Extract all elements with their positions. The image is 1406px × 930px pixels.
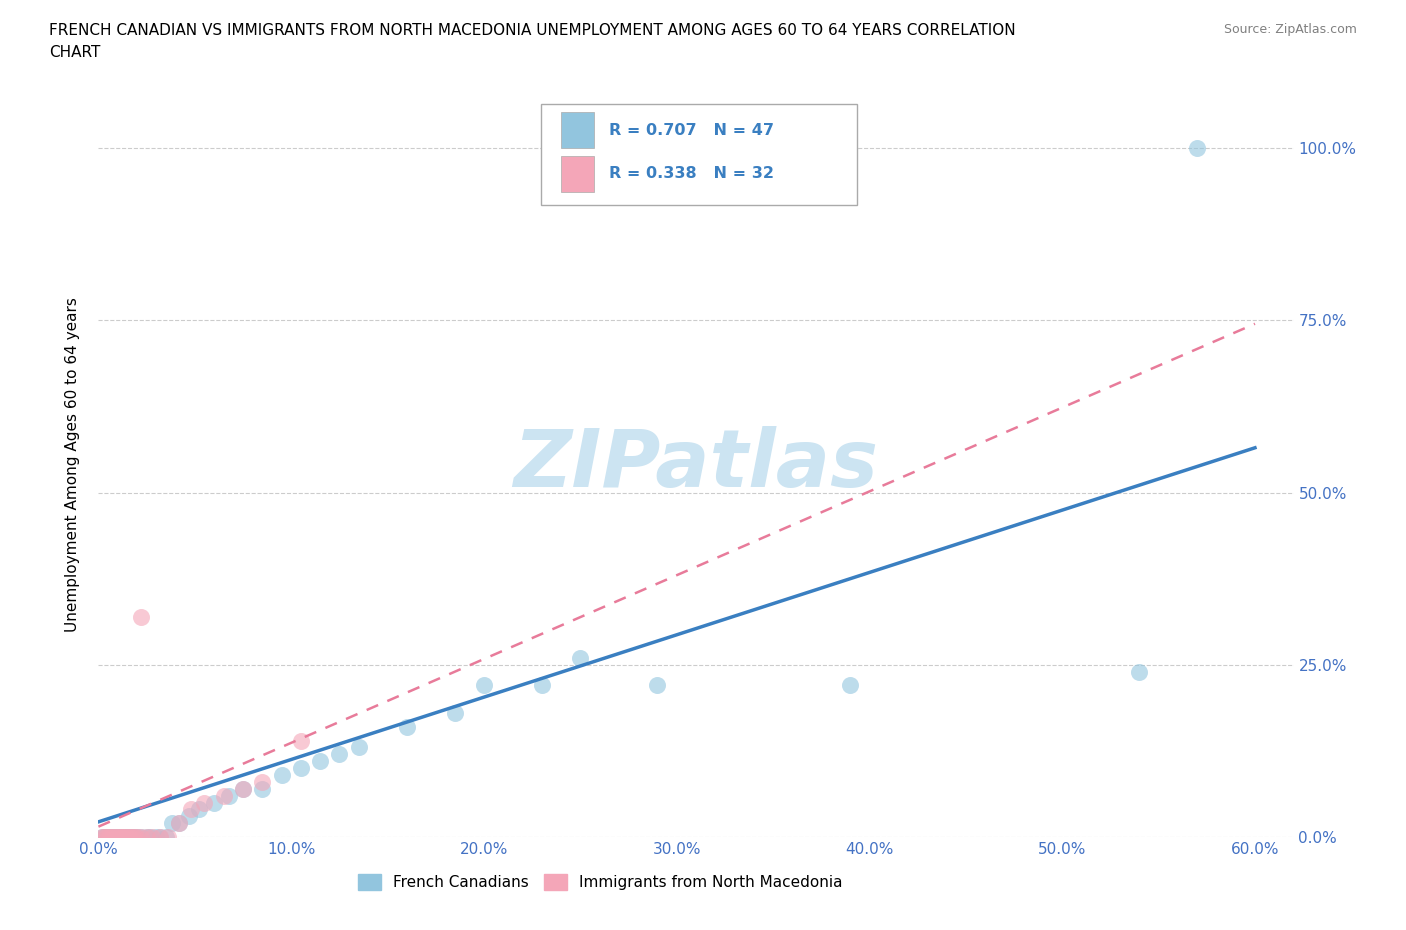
Text: R = 0.707   N = 47: R = 0.707 N = 47 — [609, 123, 773, 138]
Text: ZIPatlas: ZIPatlas — [513, 426, 879, 504]
Point — [125, 830, 148, 844]
Point — [125, 830, 148, 844]
Point — [156, 830, 179, 844]
Point — [177, 809, 200, 824]
Point — [290, 733, 312, 748]
Point — [139, 830, 162, 844]
Point — [118, 830, 141, 844]
Point — [124, 830, 146, 844]
Point — [155, 830, 177, 844]
Point — [202, 795, 225, 810]
Text: R = 0.338   N = 32: R = 0.338 N = 32 — [609, 166, 773, 181]
Bar — [561, 156, 595, 192]
Point — [107, 830, 129, 844]
Text: CHART: CHART — [49, 45, 101, 60]
Point — [101, 830, 124, 844]
Point — [104, 830, 127, 844]
Point — [93, 830, 115, 844]
Legend: French Canadians, Immigrants from North Macedonia: French Canadians, Immigrants from North … — [352, 868, 849, 897]
Point — [103, 830, 125, 844]
Point — [122, 830, 145, 844]
Point — [101, 830, 124, 844]
Point — [1185, 140, 1208, 155]
Point — [212, 789, 235, 804]
Point — [103, 830, 125, 844]
Point — [252, 775, 274, 790]
Point — [114, 830, 136, 844]
Point — [328, 747, 350, 762]
Point — [108, 830, 131, 844]
Point — [91, 830, 114, 844]
Point — [120, 830, 142, 844]
Point — [1128, 664, 1150, 679]
Point — [647, 678, 669, 693]
Bar — [561, 113, 595, 148]
Point — [122, 830, 145, 844]
Point — [112, 830, 135, 844]
Point — [120, 830, 142, 844]
Point — [530, 678, 553, 693]
Point — [129, 830, 152, 844]
Point — [145, 830, 167, 844]
Point — [193, 795, 215, 810]
Text: Source: ZipAtlas.com: Source: ZipAtlas.com — [1223, 23, 1357, 36]
Point — [141, 830, 163, 844]
Point — [108, 830, 131, 844]
Point — [94, 830, 117, 844]
Point — [93, 830, 115, 844]
Point — [569, 650, 592, 665]
Point — [104, 830, 127, 844]
Point — [232, 781, 254, 796]
Point — [129, 609, 152, 624]
Point — [91, 830, 114, 844]
Point — [149, 830, 172, 844]
Point — [169, 816, 191, 830]
Point — [444, 706, 467, 721]
Point — [94, 830, 117, 844]
Point — [839, 678, 862, 693]
Point — [180, 802, 202, 817]
Point — [98, 830, 121, 844]
Point — [117, 830, 139, 844]
Point — [187, 802, 209, 817]
Point — [472, 678, 495, 693]
FancyBboxPatch shape — [541, 104, 858, 205]
Y-axis label: Unemployment Among Ages 60 to 64 years: Unemployment Among Ages 60 to 64 years — [65, 298, 80, 632]
Point — [107, 830, 129, 844]
Point — [112, 830, 135, 844]
Text: FRENCH CANADIAN VS IMMIGRANTS FROM NORTH MACEDONIA UNEMPLOYMENT AMONG AGES 60 TO: FRENCH CANADIAN VS IMMIGRANTS FROM NORTH… — [49, 23, 1015, 38]
Point — [252, 781, 274, 796]
Point — [270, 767, 292, 782]
Point — [309, 754, 332, 769]
Point — [135, 830, 157, 844]
Point — [97, 830, 120, 844]
Point — [114, 830, 136, 844]
Point — [98, 830, 121, 844]
Point — [97, 830, 120, 844]
Point — [290, 761, 312, 776]
Point — [124, 830, 146, 844]
Point — [110, 830, 132, 844]
Point — [129, 830, 152, 844]
Point — [395, 719, 418, 734]
Point — [110, 830, 132, 844]
Point — [160, 816, 183, 830]
Point — [169, 816, 191, 830]
Point — [118, 830, 141, 844]
Point — [347, 740, 370, 755]
Point — [232, 781, 254, 796]
Point — [135, 830, 157, 844]
Point — [218, 789, 240, 804]
Point — [149, 830, 172, 844]
Point — [117, 830, 139, 844]
